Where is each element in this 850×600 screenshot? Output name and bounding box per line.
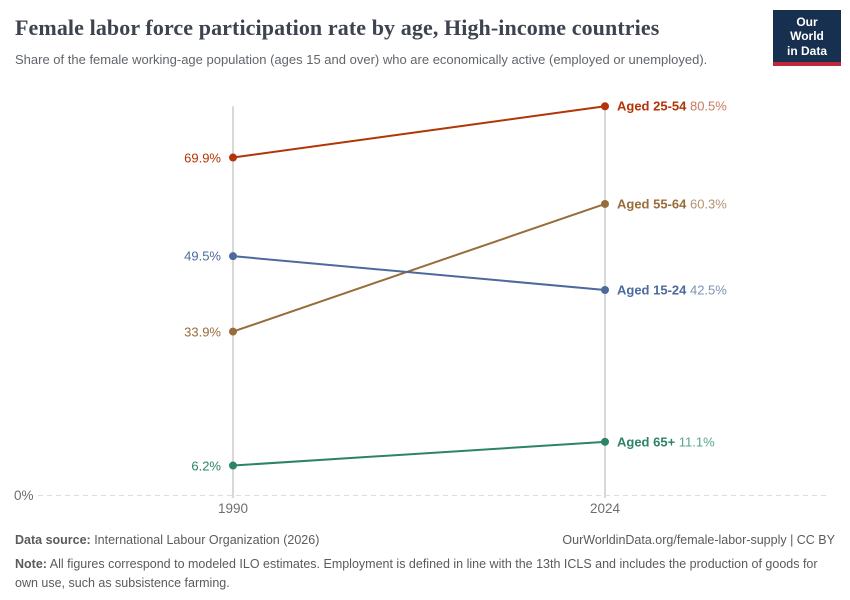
note-label: Note: [15,557,47,571]
y-axis-zero-label: 0% [14,488,34,503]
series-legend-label-aged-65[interactable]: Aged 65+ 11.1% [617,434,715,449]
data-point-aged-55-64-1990[interactable] [229,327,237,336]
data-source-label: Data source: [15,533,91,547]
owid-logo-line1: Our World [790,15,824,44]
footer-row: Data source: International Labour Organi… [15,533,835,547]
owid-citation-link[interactable]: OurWorldinData.org/female-labor-supply |… [562,533,835,547]
data-point-aged-65-2024[interactable] [601,437,609,446]
data-point-aged-25-54-1990[interactable] [229,153,237,162]
series-name-text: Aged 25-54 [617,98,687,114]
series-end-value-text: 42.5% [686,282,727,298]
footer-note: Note: All figures correspond to modeled … [15,555,837,593]
series-legend-label-aged-15-24[interactable]: Aged 15-24 42.5% [617,283,727,298]
data-source-text: International Labour Organization (2026) [90,533,320,547]
data-point-aged-15-24-1990[interactable] [229,252,237,261]
data-point-aged-15-24-2024[interactable] [601,286,609,295]
series-line-aged-25-54[interactable] [232,105,606,159]
series-name-text: Aged 55-64 [617,196,687,212]
series-line-aged-55-64[interactable] [232,203,606,333]
x-tick-1990: 1990 [217,501,249,516]
chart-subtitle: Share of the female working-age populati… [15,52,708,67]
x-tick-2024: 2024 [589,501,621,516]
chart-title: Female labor force participation rate by… [15,15,660,40]
data-source-line: Data source: International Labour Organi… [15,533,319,547]
owid-logo[interactable]: Our World in Data [773,10,841,67]
series-name-text: Aged 65+ [617,434,676,450]
data-point-aged-65-1990[interactable] [229,461,237,470]
data-point-aged-25-54-2024[interactable] [601,102,609,111]
series-line-aged-65[interactable] [232,440,606,467]
owid-logo-line2: in Data [786,43,827,58]
data-point-aged-55-64-2024[interactable] [601,199,609,208]
series-end-value-text: 80.5% [686,98,727,114]
series-name-text: Aged 15-24 [617,282,687,298]
note-text: All figures correspond to modeled ILO es… [15,557,818,590]
series-line-aged-15-24[interactable] [232,255,606,292]
series-legend-label-aged-55-64[interactable]: Aged 55-64 60.3% [617,196,727,211]
series-legend-label-aged-25-54[interactable]: Aged 25-54 80.5% [617,99,727,114]
series-end-value-text: 60.3% [686,196,727,212]
series-end-value-text: 11.1% [675,434,715,450]
